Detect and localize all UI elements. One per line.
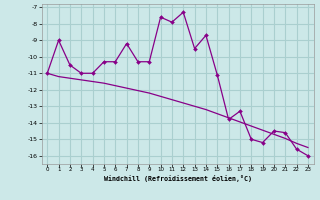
X-axis label: Windchill (Refroidissement éolien,°C): Windchill (Refroidissement éolien,°C) (104, 175, 252, 182)
